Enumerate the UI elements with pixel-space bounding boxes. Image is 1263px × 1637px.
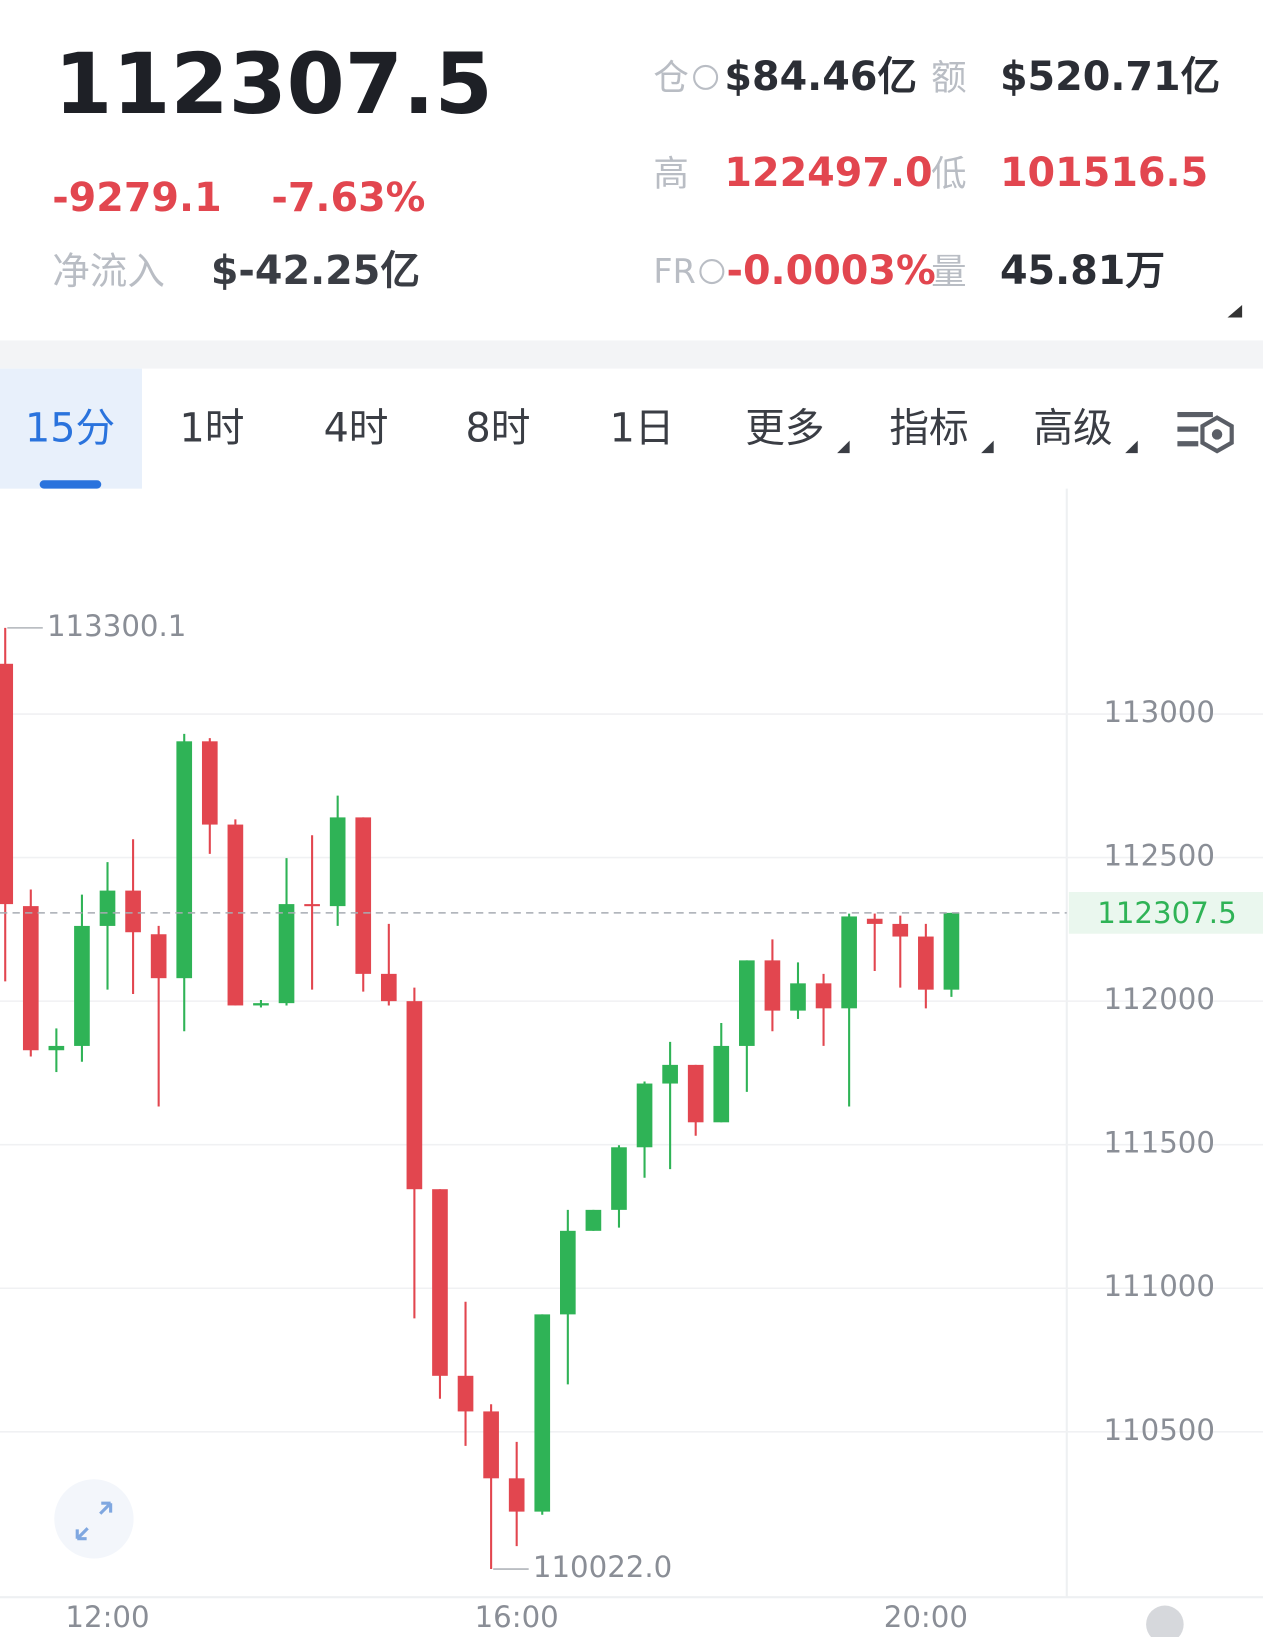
dropdown-arrow: [981, 440, 994, 454]
candle-body: [662, 1064, 678, 1084]
fullscreen-icon: [75, 1501, 113, 1541]
settings-icon[interactable]: [1177, 411, 1234, 454]
tab[interactable]: 高级: [1033, 406, 1112, 452]
candle-body: [48, 1045, 65, 1051]
label: 净流入: [52, 249, 165, 293]
tab[interactable]: 更多: [745, 406, 824, 452]
tab[interactable]: 8时: [466, 406, 531, 452]
annotation-label: 110022.0: [533, 1550, 672, 1584]
candle-body: [866, 918, 883, 924]
candle-body: [227, 824, 244, 1006]
candle-body: [841, 916, 857, 1009]
value: 101516.5: [1000, 150, 1208, 196]
candle-body: [380, 973, 397, 1002]
x-tick-label: 20:00: [884, 1600, 968, 1634]
plot: 110500 111000 111500 112000 112500 113000 12:0…: [0, 609, 1263, 1634]
candle-body: [943, 912, 960, 990]
expand-arrow[interactable]: [1227, 304, 1243, 318]
candle-body: [918, 936, 934, 990]
candle-body: [201, 741, 218, 825]
candle-body: [508, 1478, 525, 1512]
candle-body: [585, 1209, 602, 1231]
separator: [0, 340, 1263, 369]
tab[interactable]: 1时: [180, 406, 245, 452]
price: 112307.5: [54, 35, 492, 133]
tab[interactable]: 1日: [610, 406, 675, 452]
value: 45.81万: [1000, 248, 1165, 294]
candle-body: [0, 663, 14, 905]
change: -9279.1: [52, 175, 222, 221]
candle-body: [74, 925, 90, 1046]
fullscreen-button[interactable]: [54, 1479, 134, 1559]
tab[interactable]: 指标: [889, 406, 968, 452]
label: 量: [931, 252, 966, 293]
y-tick-label: 111500: [1103, 1126, 1215, 1160]
tab[interactable]: 15分: [25, 406, 115, 452]
tab-selected-bg: [0, 368, 142, 489]
candle-body: [687, 1064, 704, 1123]
last-price-bg: [1068, 891, 1263, 934]
candle-body: [534, 1314, 551, 1512]
tabs: 15分 1时 4时 8时 1日 更多 指标 高级: [25, 406, 1138, 454]
label: 仓: [653, 57, 688, 98]
y-tick-label: 111000: [1103, 1269, 1215, 1303]
change-pct: -7.63%: [271, 175, 425, 221]
candle-body: [22, 906, 39, 1051]
tab[interactable]: 4时: [324, 406, 389, 452]
annotation-label: 113300.1: [47, 609, 186, 643]
candle-body: [125, 890, 141, 933]
info-icon[interactable]: [699, 259, 725, 285]
candle-body: [406, 1001, 423, 1190]
last-price-label: 112307.5: [1097, 896, 1236, 930]
candle-body: [457, 1375, 474, 1412]
label: FR: [653, 252, 695, 291]
x-tick-label: 16:00: [475, 1600, 559, 1634]
candle-body: [253, 1003, 269, 1006]
label: 低: [931, 154, 966, 195]
y-tick-label: 112500: [1103, 839, 1215, 873]
label: 高: [653, 154, 688, 195]
candle-body: [176, 741, 193, 979]
label: 额: [931, 57, 966, 98]
y-tick-label: 112000: [1103, 982, 1215, 1016]
candle-body: [790, 983, 806, 1011]
value: $-42.25亿: [211, 248, 420, 294]
info-icon[interactable]: [693, 64, 719, 90]
candle-body: [636, 1083, 653, 1148]
value: -0.0003%: [726, 248, 935, 294]
candle-body: [304, 904, 320, 907]
candle-body: [278, 904, 295, 1004]
candle-body: [483, 1411, 499, 1479]
candle-body: [611, 1147, 627, 1210]
candle-body: [713, 1045, 730, 1123]
x-tick-label: 12:00: [65, 1600, 149, 1634]
candle-body: [815, 983, 832, 1009]
dropdown-arrow: [837, 440, 850, 454]
candle-body: [99, 890, 116, 926]
candle-body: [739, 960, 755, 1046]
scroll-button[interactable]: [1146, 1605, 1184, 1637]
value: $520.71亿: [1000, 54, 1220, 100]
candle-body: [150, 934, 167, 979]
candle-body: [432, 1189, 448, 1376]
y-tick-label: 113000: [1103, 695, 1215, 729]
value: $84.46亿: [724, 54, 917, 100]
y-tick-label: 110500: [1103, 1413, 1215, 1447]
candle-body: [355, 817, 372, 974]
candle-body: [892, 923, 909, 937]
candle-body: [559, 1230, 576, 1315]
candle-body: [764, 960, 781, 1011]
tab-indicator: [39, 480, 102, 489]
value: 122497.0: [724, 150, 932, 196]
candle-body: [329, 817, 346, 907]
